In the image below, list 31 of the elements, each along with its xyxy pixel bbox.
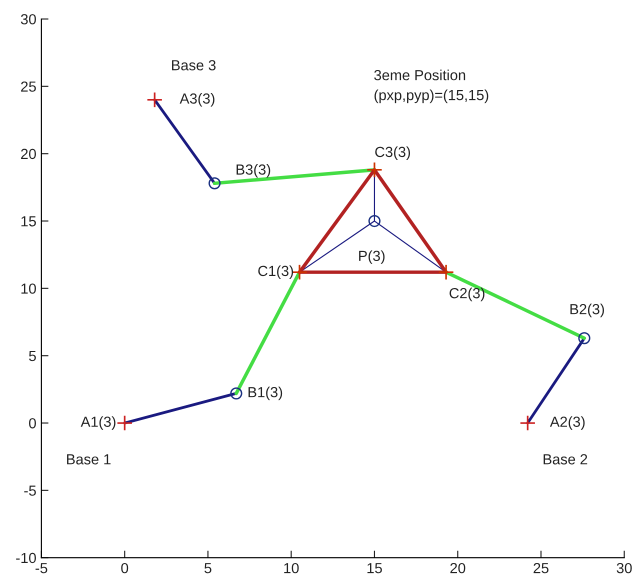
x-tick-label: 30 [616,562,632,574]
annotation: A3(3) [180,93,214,107]
annotation: C2(3) [450,288,484,302]
annotation: Base 2 [544,454,588,464]
y-tick-label: 0 [29,418,36,428]
annotation: B1(3) [248,386,282,400]
y-tick-label: -5 [24,486,36,496]
x-tick-label: 25 [534,562,548,574]
x-tick-label: 15 [367,563,382,574]
annotation: C1(3) [258,265,294,279]
y-tick-label: 15 [21,216,36,226]
x-tick-label: 10 [284,562,299,574]
annotation: C3(3) [375,146,410,160]
y-tick-label: 20 [21,148,36,160]
y-tick-label: 25 [21,81,36,92]
annotation: Base 1 [67,454,111,464]
x-tick-label: 5 [204,563,212,574]
annotation: B3(3) [236,164,270,178]
x-tick-label: 0 [121,562,128,574]
y-tick-label: -10 [16,552,36,564]
annotation: 3eme Position (pxp,pyp)=(15,15) [374,70,488,104]
annotation: A1(3) [80,416,116,430]
annotation: Base 3 [172,60,216,70]
annotation: B2(3) [570,304,604,318]
x-tick-label: -5 [36,563,48,574]
y-tick-label: 30 [20,14,36,24]
y-tick-label: 10 [21,283,36,294]
annotation: A2(3) [550,416,585,430]
annotation: P(3) [359,250,385,264]
y-tick-label: 5 [29,350,36,362]
x-tick-label: 20 [450,562,466,574]
